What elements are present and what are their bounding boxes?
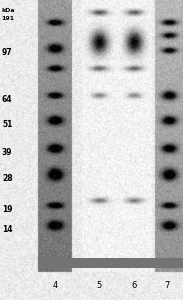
Text: 51: 51 [2,120,12,129]
Text: 97: 97 [2,48,13,57]
Text: 19: 19 [2,205,12,214]
Text: 191: 191 [1,16,14,21]
Text: 14: 14 [2,225,12,234]
Text: 64: 64 [2,95,12,104]
Text: 28: 28 [2,174,13,183]
Text: kDa: kDa [1,8,14,13]
Text: 7: 7 [164,280,170,290]
Text: 5: 5 [96,280,102,290]
Text: 39: 39 [2,148,12,157]
Text: 6: 6 [131,280,137,290]
Text: 4: 4 [52,280,58,290]
